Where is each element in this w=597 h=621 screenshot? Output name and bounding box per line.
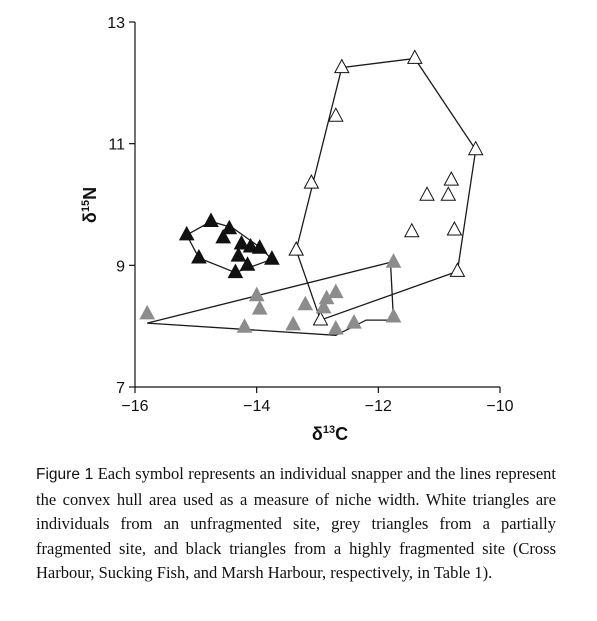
white-triangle-point — [327, 107, 344, 122]
y-tick-label: 7 — [116, 380, 125, 397]
grey-triangle-point — [385, 253, 402, 268]
y-tick-label: 9 — [116, 258, 125, 275]
black-triangle-point — [230, 247, 247, 262]
y-axis-ticks: 7 9 11 13 — [107, 15, 135, 397]
black-triangle-point — [242, 237, 259, 253]
black-triangle-point — [215, 228, 232, 244]
x-tick-label: −14 — [243, 398, 270, 415]
white-triangle-point — [303, 174, 320, 189]
data-points — [139, 49, 484, 335]
black-triangle-point — [239, 256, 256, 271]
axes — [134, 22, 500, 388]
x-axis-ticks: −16 −14 −12 −10 — [121, 387, 514, 415]
black-triangle-point — [203, 212, 219, 227]
grey-triangle-point — [327, 283, 344, 299]
grey-triangle-point — [385, 307, 402, 323]
black-triangle-point — [221, 219, 238, 235]
black-triangle-point — [227, 263, 244, 279]
grey-triangle-point — [285, 315, 302, 331]
white-triangle-point — [446, 220, 463, 236]
black-triangle-point — [233, 234, 250, 250]
grey-triangle-point — [315, 298, 332, 314]
white-triangle-point — [312, 310, 329, 326]
white-triangle-point — [406, 49, 423, 64]
white-triangle-point — [443, 171, 460, 186]
white-triangle-point — [288, 241, 305, 256]
grey-triangle-point — [297, 295, 314, 311]
white-triangle-point — [467, 140, 484, 156]
grey-convex-hull — [147, 261, 395, 336]
grey-triangle-point — [139, 304, 156, 320]
caption-text: Each symbol represents an individual sna… — [36, 464, 556, 582]
y-tick-label: 11 — [108, 137, 125, 154]
grey-triangle-point — [251, 300, 268, 315]
white-triangle-point — [403, 222, 420, 238]
black-triangle-point — [191, 248, 207, 264]
figure-label: Figure 1 — [36, 466, 94, 483]
white-triangle-point — [449, 262, 466, 277]
white-triangle-point — [333, 58, 350, 74]
grey-triangle-point — [327, 320, 344, 335]
x-tick-label: −12 — [365, 398, 392, 415]
grey-triangle-point — [346, 314, 362, 329]
black-triangle-point — [264, 250, 280, 265]
white-triangle-point — [419, 186, 435, 201]
x-tick-label: −10 — [486, 398, 513, 415]
grey-triangle-point — [236, 318, 253, 333]
black-triangle-point — [178, 225, 195, 241]
figure-caption: Figure 1 Each symbol represents an indiv… — [36, 462, 556, 586]
scatter-chart: −16 −14 −12 −10 7 9 11 13 δ13C δ15N — [80, 15, 514, 444]
y-tick-label: 13 — [107, 15, 125, 32]
x-tick-label: −16 — [121, 398, 148, 415]
grey-triangle-point — [248, 286, 265, 302]
x-axis-title: δ13C — [312, 424, 348, 444]
black-triangle-point — [251, 239, 268, 254]
y-axis-title: δ15N — [80, 187, 100, 223]
white-triangle-point — [440, 186, 457, 201]
